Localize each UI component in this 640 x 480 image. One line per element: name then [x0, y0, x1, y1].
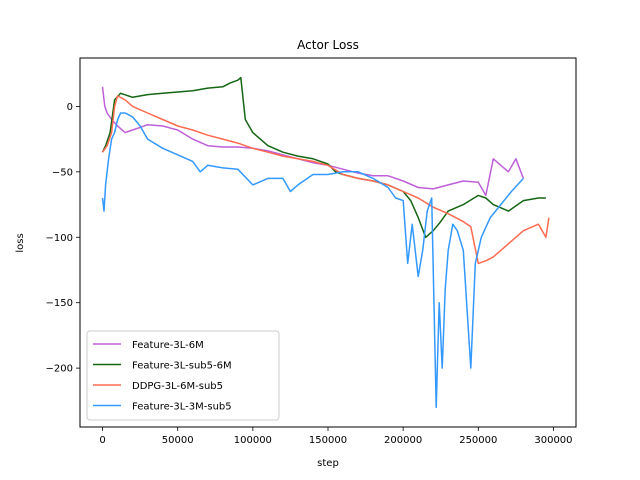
legend-label: Feature-3L-sub5-6M [132, 361, 232, 372]
y-axis: 0 −50 −100 −150 −200 [46, 102, 80, 375]
legend-label: DDPG-3L-6M-sub5 [132, 381, 223, 392]
legend-box [86, 330, 280, 421]
y-axis-label: loss [15, 233, 26, 252]
x-tick-label: 0 [99, 435, 105, 446]
chart-title: Actor Loss [297, 38, 359, 52]
series-line-2 [101, 95, 550, 265]
y-tick-label: 0 [67, 102, 73, 113]
y-tick-label: −150 [46, 298, 73, 309]
legend: Feature-3L-6M Feature-3L-sub5-6M DDPG-3L-6… [86, 330, 280, 421]
series-line-0 [101, 86, 525, 197]
series-line-1 [101, 76, 546, 239]
legend-label: Feature-3L-6M [132, 340, 204, 351]
plot-area [101, 76, 550, 409]
y-tick-label: −200 [46, 364, 73, 375]
series-line-3 [101, 112, 524, 409]
x-tick-label: 50000 [162, 435, 194, 446]
x-tick-label: 150000 [309, 435, 347, 446]
legend-label: Feature-3L-3M-sub5 [132, 402, 232, 413]
x-tick-label: 300000 [534, 435, 572, 446]
y-tick-label: −50 [52, 167, 73, 178]
y-tick-label: −100 [46, 233, 73, 244]
x-tick-label: 250000 [459, 435, 497, 446]
x-tick-label: 200000 [384, 435, 422, 446]
x-axis: 0 50000 100000 150000 200000 250000 300000 [99, 427, 573, 446]
x-tick-label: 100000 [234, 435, 272, 446]
x-axis-label: step [317, 458, 339, 469]
